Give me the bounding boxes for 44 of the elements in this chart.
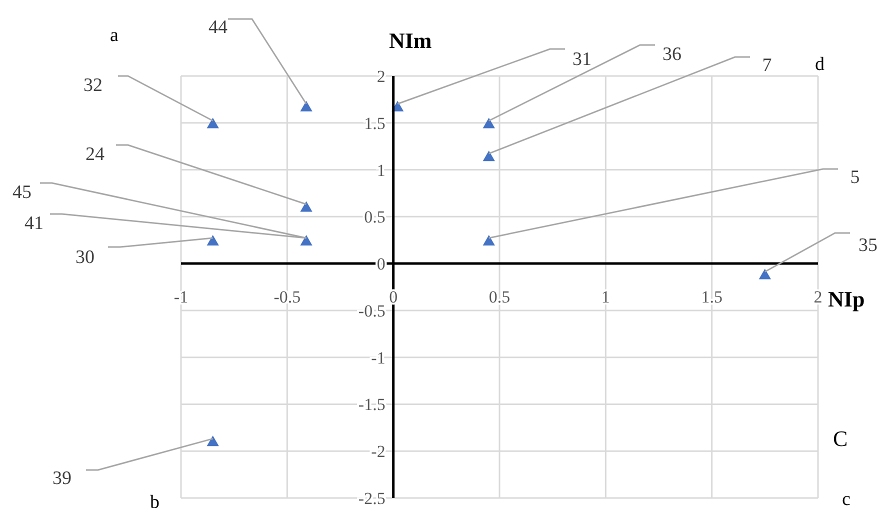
text: C bbox=[833, 426, 848, 451]
y-tick-label: 0.5 bbox=[364, 208, 386, 227]
y-tick-label: 1.5 bbox=[364, 114, 386, 133]
y-tick-label: 1 bbox=[376, 160, 386, 180]
annotation: 7 bbox=[762, 55, 772, 76]
annotation: 31 bbox=[572, 49, 592, 70]
x-tick-label: 0.5 bbox=[488, 288, 510, 307]
point bbox=[300, 100, 312, 112]
x-tick-label: 2 bbox=[814, 288, 822, 307]
x-axis-title: NIp bbox=[828, 286, 865, 312]
y-tick-label: -1.5 bbox=[358, 395, 386, 414]
annotation: 45 bbox=[12, 182, 32, 203]
x-tick-label: -0.5 bbox=[274, 288, 301, 307]
point bbox=[300, 234, 312, 246]
x-tick-label: 1.5 bbox=[701, 288, 722, 307]
annotation: 32 bbox=[84, 75, 102, 96]
point bbox=[482, 118, 495, 128]
y-axis-title: NIm bbox=[388, 28, 432, 53]
annotation: 30 bbox=[76, 247, 94, 268]
annotation: 36 bbox=[662, 44, 682, 65]
y-tick-label: -2.5 bbox=[358, 489, 386, 508]
x-tick-label: 1 bbox=[601, 288, 610, 307]
point bbox=[758, 268, 771, 280]
x-tick-label: -1 bbox=[174, 288, 188, 307]
text: d bbox=[815, 54, 825, 75]
y-tick-label: -0.5 bbox=[358, 301, 386, 320]
point bbox=[206, 118, 219, 128]
text: c bbox=[842, 489, 850, 510]
annotation: 5 bbox=[850, 167, 860, 188]
y-tick-label: 2 bbox=[376, 67, 386, 86]
y-tick-label: -2 bbox=[371, 442, 386, 462]
annotation: 35 bbox=[858, 235, 878, 256]
y-tick-label: -1 bbox=[371, 348, 386, 368]
text: a bbox=[110, 25, 119, 46]
point bbox=[300, 201, 312, 212]
point bbox=[206, 234, 219, 246]
text: b bbox=[150, 492, 160, 513]
point bbox=[482, 234, 495, 246]
point bbox=[482, 150, 495, 162]
annotation: 39 bbox=[52, 468, 72, 489]
annotation: 24 bbox=[86, 144, 105, 165]
annotation: 44 bbox=[208, 17, 228, 38]
point bbox=[206, 436, 219, 446]
annotation: 41 bbox=[24, 213, 44, 234]
